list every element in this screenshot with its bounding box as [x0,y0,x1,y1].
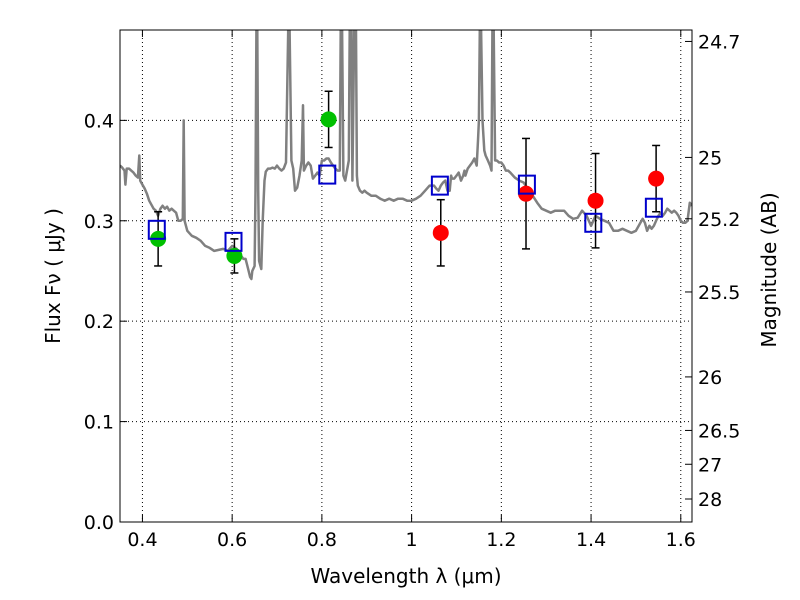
ticks-layer: 0.4 0.6 0.8 1 1.2 1.4 1.6 0.0 0.1 0.2 0.3 0.4 24.7 25… [84,30,740,551]
x-tick-label: 1.6 [666,529,696,551]
y-tick-label: 0.4 [84,110,114,132]
model-point-square [644,197,663,218]
observed-point [587,192,604,209]
y2-tick-label: 26 [698,367,722,389]
x-tick-label: 1.4 [576,529,606,551]
x-axis-title: Wavelength λ (μm) [310,564,501,588]
y2-tick-label: 25.2 [698,209,740,231]
y2-tick-label: 25 [698,147,722,169]
observed-point [320,111,337,128]
model-spectrum-line [120,30,692,281]
y2-tick-label: 26.5 [698,420,740,442]
y-tick-label: 0.0 [84,512,114,534]
model-point-square [147,219,166,240]
x-tick-label: 1.2 [486,529,516,551]
model-point-square [517,174,536,195]
model-point-square [224,231,243,252]
y-tick-label: 0.2 [84,311,114,333]
model-point-square [430,175,449,196]
spectrum-layer [120,30,692,281]
observed-point [226,247,243,264]
observed-point [648,170,665,187]
model-point-square [584,212,603,233]
x-tick-label: 0.6 [217,529,247,551]
observed-point [432,224,449,241]
x-tick-label: 1 [406,529,418,551]
y2-tick-label: 28 [698,489,722,511]
grid-layer [120,30,692,523]
x-tick-label: 0.8 [307,529,337,551]
y2-tick-label: 27 [698,454,722,476]
y-tick-label: 0.1 [84,412,114,434]
y-tick-label: 0.3 [84,211,114,233]
y2-tick-label: 25.5 [698,282,740,304]
y2-axis-title: Magnitude (AB) [757,192,781,347]
points-layer [147,90,665,274]
plot-frame [119,29,693,523]
y-axis-title: Flux Fν ( μJy ) [41,208,65,344]
y2-tick-label: 24.7 [698,31,740,53]
model-point-square [318,164,337,185]
x-tick-label: 0.4 [127,529,157,551]
